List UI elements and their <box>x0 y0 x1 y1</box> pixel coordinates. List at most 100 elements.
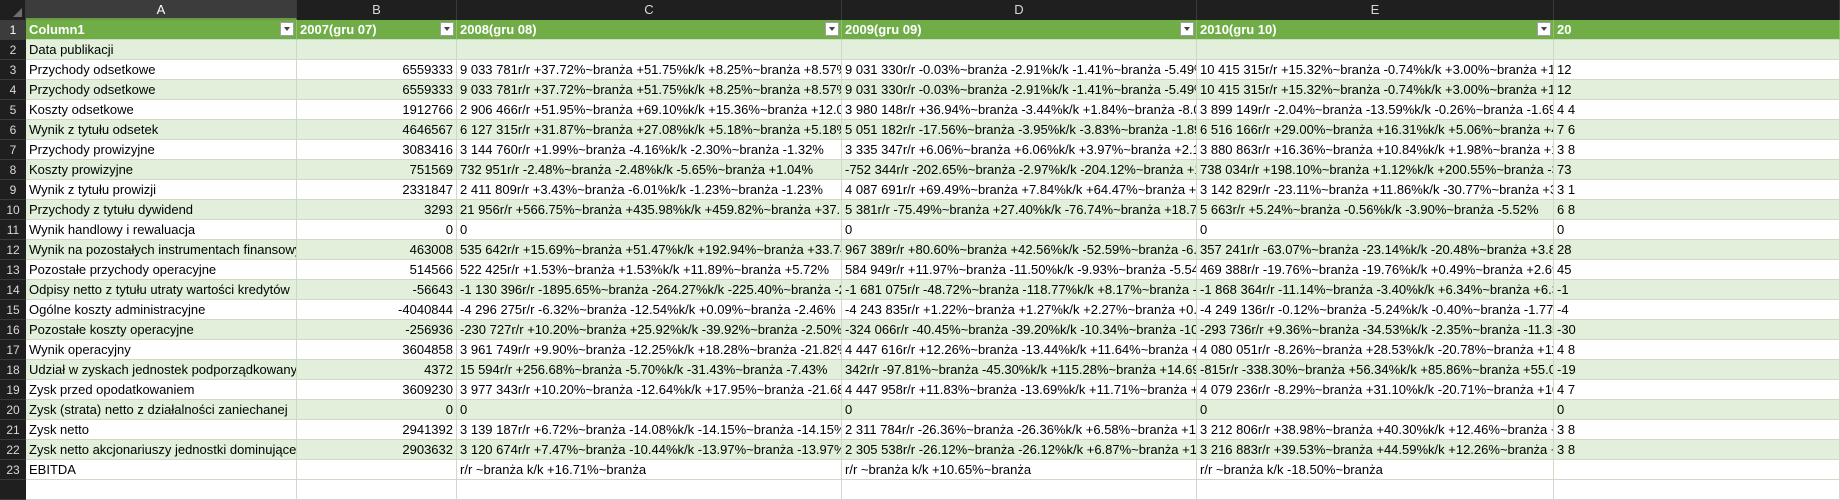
column-header-b[interactable]: B <box>297 0 457 20</box>
table-cell[interactable]: 3 980 148r/r +36.94%~branża -3.44%k/k +1… <box>842 100 1197 120</box>
table-cell[interactable]: 463008 <box>297 240 457 260</box>
table-cell[interactable]: 1912766 <box>297 100 457 120</box>
table-cell[interactable]: 6559333 <box>297 80 457 100</box>
table-cell[interactable] <box>1197 480 1554 500</box>
table-cell[interactable]: Data publikacji <box>26 40 297 60</box>
table-cell[interactable]: Przychody prowizyjne <box>26 140 297 160</box>
table-cell[interactable]: 0 <box>1197 400 1554 420</box>
table-cell[interactable]: 12 <box>1554 80 1840 100</box>
table-cell[interactable]: 28 <box>1554 240 1840 260</box>
column-header-f[interactable] <box>1554 0 1840 20</box>
table-cell[interactable]: 751569 <box>297 160 457 180</box>
column-header-e[interactable]: E <box>1197 0 1554 20</box>
table-cell[interactable]: -4 243 835r/r +1.22%~branża +1.27%k/k +2… <box>842 300 1197 320</box>
table-cell[interactable]: Zysk netto akcjonariuszy jednostki domin… <box>26 440 297 460</box>
table-cell[interactable] <box>1197 40 1554 60</box>
row-number[interactable]: 11 <box>0 220 26 240</box>
table-cell[interactable]: Wynik z tytułu odsetek <box>26 120 297 140</box>
header-cell-2011[interactable]: 20 <box>1554 20 1840 40</box>
table-cell[interactable]: 2 311 784r/r -26.36%~branża -26.36%k/k +… <box>842 420 1197 440</box>
table-cell[interactable]: 3 899 149r/r -2.04%~branża -13.59%k/k -0… <box>1197 100 1554 120</box>
row-number[interactable]: 21 <box>0 420 26 440</box>
table-cell[interactable]: 738 034r/r +198.10%~branża +1.12%k/k +20… <box>1197 160 1554 180</box>
table-cell[interactable]: 9 031 330r/r -0.03%~branża -2.91%k/k -1.… <box>842 60 1197 80</box>
table-cell[interactable]: 3 977 343r/r +10.20%~branża -12.64%k/k +… <box>457 380 842 400</box>
table-cell[interactable]: 357 241r/r -63.07%~branża -23.14%k/k -20… <box>1197 240 1554 260</box>
table-cell[interactable]: EBITDA <box>26 460 297 480</box>
table-cell[interactable]: 3609230 <box>297 380 457 400</box>
table-cell[interactable]: 3 8 <box>1554 420 1840 440</box>
table-cell[interactable]: 9 031 330r/r -0.03%~branża -2.91%k/k -1.… <box>842 80 1197 100</box>
table-cell[interactable]: 0 <box>1554 220 1840 240</box>
row-number[interactable] <box>0 480 26 500</box>
table-cell[interactable] <box>842 40 1197 60</box>
row-number[interactable]: 4 <box>0 80 26 100</box>
row-number[interactable]: 8 <box>0 160 26 180</box>
table-cell[interactable]: 2 411 809r/r +3.43%~branża -6.01%k/k -1.… <box>457 180 842 200</box>
table-cell[interactable]: 3293 <box>297 200 457 220</box>
table-cell[interactable]: Przychody odsetkowe <box>26 60 297 80</box>
table-cell[interactable]: 3 216 883r/r +39.53%~branża +44.59%k/k +… <box>1197 440 1554 460</box>
table-cell[interactable]: 4 087 691r/r +69.49%~branża +7.84%k/k +6… <box>842 180 1197 200</box>
row-number[interactable]: 17 <box>0 340 26 360</box>
row-number[interactable]: 18 <box>0 360 26 380</box>
filter-dropdown-icon[interactable] <box>1180 22 1194 36</box>
table-cell[interactable]: 4 079 236r/r -8.29%~branża +31.10%k/k -2… <box>1197 380 1554 400</box>
table-cell[interactable]: Pozostałe przychody operacyjne <box>26 260 297 280</box>
row-number[interactable]: 1 <box>0 20 26 40</box>
header-cell-2009[interactable]: 2009(gru 09) <box>842 20 1197 40</box>
filter-dropdown-icon[interactable] <box>1537 22 1551 36</box>
table-cell[interactable]: 342r/r -97.81%~branża -45.30%k/k +115.28… <box>842 360 1197 380</box>
table-cell[interactable]: -1 130 396r/r -1895.65%~branża -264.27%k… <box>457 280 842 300</box>
table-cell[interactable]: -1 681 075r/r -48.72%~branża -118.77%k/k… <box>842 280 1197 300</box>
row-number[interactable]: 3 <box>0 60 26 80</box>
table-cell[interactable]: Wynik operacyjny <box>26 340 297 360</box>
table-cell[interactable]: -256936 <box>297 320 457 340</box>
table-cell[interactable]: -4 <box>1554 300 1840 320</box>
table-cell[interactable]: r/r ~branża k/k +16.71%~branża <box>457 460 842 480</box>
table-cell[interactable]: 2 305 538r/r -26.12%~branża -26.12%k/k +… <box>842 440 1197 460</box>
table-cell[interactable]: 732 951r/r -2.48%~branża -2.48%k/k -5.65… <box>457 160 842 180</box>
column-header-d[interactable]: D <box>842 0 1197 20</box>
table-cell[interactable]: Wynik handlowy i rewaluacja <box>26 220 297 240</box>
table-cell[interactable]: r/r ~branża k/k -18.50%~branża <box>1197 460 1554 480</box>
table-cell[interactable]: 522 425r/r +1.53%~branża +1.53%k/k +11.8… <box>457 260 842 280</box>
table-cell[interactable]: -230 727r/r +10.20%~branża +25.92%k/k -3… <box>457 320 842 340</box>
header-cell-column1[interactable]: Column1 <box>26 20 297 40</box>
table-cell[interactable]: 15 594r/r +256.68%~branża -5.70%k/k -31.… <box>457 360 842 380</box>
table-cell[interactable]: 5 663r/r +5.24%~branża -0.56%k/k -3.90%~… <box>1197 200 1554 220</box>
table-cell[interactable]: 0 <box>1554 400 1840 420</box>
table-cell[interactable]: -4 249 136r/r -0.12%~branża -5.24%k/k -0… <box>1197 300 1554 320</box>
table-cell[interactable]: 4 447 958r/r +11.83%~branża -13.69%k/k +… <box>842 380 1197 400</box>
row-number[interactable]: 16 <box>0 320 26 340</box>
table-cell[interactable]: 4646567 <box>297 120 457 140</box>
table-cell[interactable]: 2941392 <box>297 420 457 440</box>
table-cell[interactable]: 584 949r/r +11.97%~branża -11.50%k/k -9.… <box>842 260 1197 280</box>
table-cell[interactable]: -30 <box>1554 320 1840 340</box>
row-number[interactable]: 14 <box>0 280 26 300</box>
table-cell[interactable]: Zysk przed opodatkowaniem <box>26 380 297 400</box>
table-cell[interactable]: 469 388r/r -19.76%~branża -19.76%k/k +0.… <box>1197 260 1554 280</box>
row-number[interactable]: 19 <box>0 380 26 400</box>
table-cell[interactable]: 6 8 <box>1554 200 1840 220</box>
table-cell[interactable]: 2331847 <box>297 180 457 200</box>
column-header-c[interactable]: C <box>457 0 842 20</box>
table-cell[interactable]: Udział w zyskach jednostek podporządkowa… <box>26 360 297 380</box>
table-cell[interactable] <box>457 480 842 500</box>
table-cell[interactable]: 10 415 315r/r +15.32%~branża -0.74%k/k +… <box>1197 60 1554 80</box>
table-cell[interactable]: 967 389r/r +80.60%~branża +42.56%k/k -52… <box>842 240 1197 260</box>
table-cell[interactable]: 5 381r/r -75.49%~branża +27.40%k/k -76.7… <box>842 200 1197 220</box>
table-cell[interactable] <box>842 480 1197 500</box>
table-cell[interactable]: 7 6 <box>1554 120 1840 140</box>
table-cell[interactable]: 3 880 863r/r +16.36%~branża +10.84%k/k +… <box>1197 140 1554 160</box>
table-cell[interactable]: 9 033 781r/r +37.72%~branża +51.75%k/k +… <box>457 60 842 80</box>
table-cell[interactable]: -815r/r -338.30%~branża +56.34%k/k +85.8… <box>1197 360 1554 380</box>
table-cell[interactable]: 0 <box>297 400 457 420</box>
table-cell[interactable]: -1 <box>1554 280 1840 300</box>
row-number[interactable]: 20 <box>0 400 26 420</box>
table-cell[interactable]: 2903632 <box>297 440 457 460</box>
table-cell[interactable]: -19 <box>1554 360 1840 380</box>
table-cell[interactable]: 3 961 749r/r +9.90%~branża -12.25%k/k +1… <box>457 340 842 360</box>
table-cell[interactable]: 0 <box>842 400 1197 420</box>
table-cell[interactable] <box>1554 480 1840 500</box>
